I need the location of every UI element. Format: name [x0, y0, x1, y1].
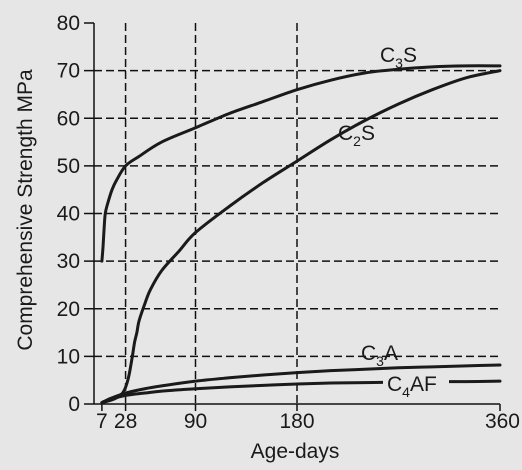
series-line-c3a — [100, 363, 502, 405]
series-label-c3a: C3A — [361, 342, 398, 369]
series-line-c3s — [100, 64, 502, 263]
y-tick-label-40: 40 — [57, 203, 80, 226]
label-layer: C3S C2S C3A C4AF — [338, 44, 449, 400]
y-tick-label-20: 20 — [57, 298, 80, 321]
x-tick-label-28: 28 — [114, 410, 137, 433]
y-tick-label-50: 50 — [57, 155, 80, 178]
y-tick-label-80: 80 — [57, 12, 80, 35]
x-tick-label-90: 90 — [184, 410, 207, 433]
series-layer — [100, 64, 502, 405]
series-label-bg-c4af — [383, 374, 449, 398]
y-tick-label-0: 0 — [68, 393, 80, 416]
grid-layer — [94, 23, 500, 404]
x-axis-title: Age-days — [251, 440, 340, 463]
y-tick-label-30: 30 — [57, 250, 80, 273]
y-tick-label-60: 60 — [57, 107, 80, 130]
y-tick-label-10: 10 — [57, 345, 80, 368]
x-tick-label-360: 360 — [485, 410, 520, 433]
series-label-c3s: C3S — [380, 44, 417, 71]
series-label-c4af: C4AF — [387, 373, 437, 400]
axis-layer: 0 10 20 30 40 50 60 70 80 7 28 90 180 360 — [57, 12, 520, 433]
x-tick-label-7: 7 — [96, 410, 108, 433]
x-tick-label-180: 180 — [279, 410, 314, 433]
series-label-c2s: C2S — [338, 122, 375, 149]
y-axis-title: Comprehensive Strength MPa — [14, 69, 37, 351]
y-tick-label-70: 70 — [57, 60, 80, 83]
series-line-c2s — [100, 69, 502, 405]
